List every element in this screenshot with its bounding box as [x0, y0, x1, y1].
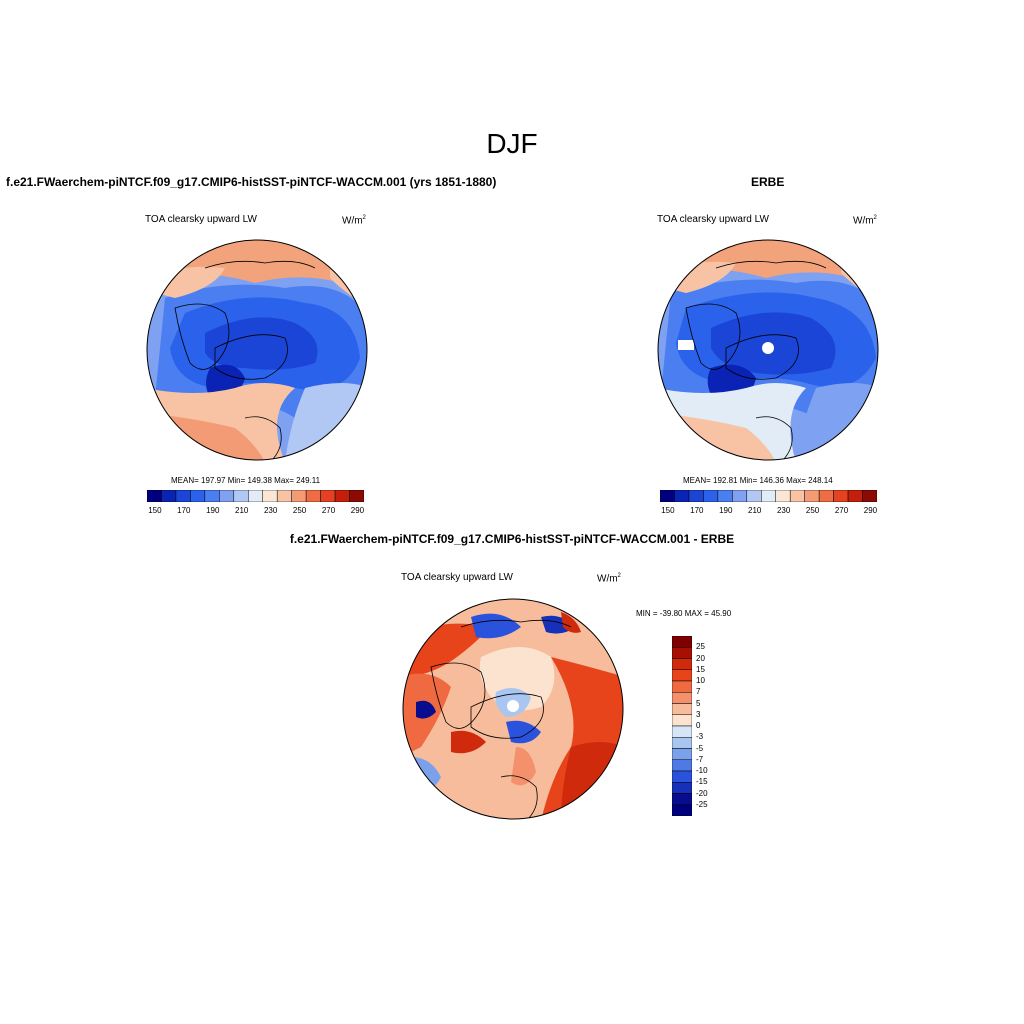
model-tick-label: 150: [148, 506, 162, 515]
obs-tick-label: 230: [776, 506, 791, 515]
colorbar-swatch: [672, 692, 692, 704]
colorbar-swatch: [672, 748, 692, 760]
diff-tick-label: -5: [696, 743, 704, 753]
obs-tick-label: 290: [863, 506, 878, 515]
diff-tick-label: -15: [696, 777, 708, 787]
colorbar-swatch: [672, 737, 692, 749]
model-variable-label: TOA clearsky upward LW: [145, 214, 257, 225]
colorbar-swatch: [219, 490, 235, 502]
colorbar-swatch: [746, 490, 762, 502]
colorbar-swatch: [672, 680, 692, 693]
model-tick-label: 290: [350, 506, 365, 515]
colorbar-swatch: [761, 490, 776, 502]
diff-colorbar: [672, 636, 692, 816]
diff-variable-label: TOA clearsky upward LW: [401, 572, 513, 583]
diff-panel-title: f.e21.FWaerchem-piNTCF.f09_g17.CMIP6-his…: [289, 532, 735, 546]
colorbar-swatch: [305, 490, 321, 502]
diff-tick-label: -10: [696, 766, 708, 775]
model-units-label: W/m2: [342, 215, 366, 227]
colorbar-swatch: [672, 793, 692, 805]
obs-variable-label: TOA clearsky upward LW: [657, 214, 769, 225]
diff-tick-label: 20: [696, 653, 705, 663]
colorbar-swatch: [818, 490, 834, 502]
colorbar-swatch: [703, 490, 719, 502]
model-tick-label: 210: [235, 506, 249, 515]
colorbar-swatch: [847, 490, 863, 502]
diff-tick-label: -20: [696, 788, 708, 798]
diff-tick-label: 3: [696, 709, 701, 719]
colorbar-swatch: [688, 490, 704, 502]
obs-polar-map: [656, 238, 880, 462]
season-title: DJF: [486, 128, 538, 159]
diff-tick-label: 5: [696, 698, 701, 708]
colorbar-swatch: [320, 490, 336, 502]
colorbar-swatch: [161, 490, 177, 502]
colorbar-swatch: [775, 490, 791, 502]
obs-tick-label: 270: [834, 506, 849, 515]
diff-tick-label: 15: [696, 664, 705, 674]
colorbar-swatch: [672, 782, 692, 794]
obs-tick-label: 210: [748, 506, 762, 515]
colorbar-swatch: [147, 490, 162, 502]
colorbar-swatch: [672, 759, 692, 772]
obs-units-label: W/m2: [853, 215, 877, 227]
model-colorbar: [147, 490, 364, 502]
obs-colorbar: [660, 490, 877, 502]
diff-stats: MIN = -39.80 MAX = 45.90: [636, 609, 732, 618]
diff-tick-label: 7: [696, 687, 701, 697]
model-panel-title: f.e21.FWaerchem-piNTCF.f09_g17.CMIP6-his…: [6, 175, 497, 189]
colorbar-swatch: [262, 490, 278, 502]
model-tick-label: 230: [263, 506, 278, 515]
colorbar-swatch: [672, 725, 692, 738]
colorbar-swatch: [672, 770, 692, 783]
colorbar-swatch: [672, 647, 692, 659]
colorbar-swatch: [175, 490, 191, 502]
colorbar-swatch: [233, 490, 249, 502]
diff-tick-label: 10: [696, 676, 705, 685]
model-tick-label: 270: [321, 506, 336, 515]
diff-tick-label: 25: [696, 642, 705, 652]
model-polar-map: [145, 238, 369, 462]
colorbar-swatch: [672, 714, 692, 727]
obs-colorbar-ticks: 150 170 190 210 230 250 270 290: [660, 506, 877, 518]
diff-tick-label: 0: [696, 721, 701, 730]
colorbar-swatch: [672, 669, 692, 682]
colorbar-swatch: [190, 490, 206, 502]
model-tick-label: 250: [292, 506, 307, 515]
model-stats: MEAN= 197.97 Min= 149.38 Max= 249.11: [171, 476, 321, 485]
colorbar-swatch: [349, 490, 364, 502]
colorbar-swatch: [672, 636, 692, 648]
diff-tick-label: -25: [696, 799, 708, 809]
colorbar-swatch: [862, 490, 877, 502]
colorbar-swatch: [833, 490, 849, 502]
colorbar-swatch: [291, 490, 307, 502]
model-colorbar-ticks: 150 170 190 210 230 250 270 290: [147, 506, 364, 518]
obs-tick-label: 150: [661, 506, 675, 515]
obs-tick-label: 250: [805, 506, 820, 515]
colorbar-swatch: [674, 490, 690, 502]
colorbar-swatch: [248, 490, 263, 502]
diff-tick-label: -3: [696, 732, 704, 742]
diff-tick-label: -7: [696, 754, 704, 764]
colorbar-swatch: [717, 490, 733, 502]
diff-units-label: W/m2: [597, 573, 621, 585]
model-tick-label: 170: [177, 506, 191, 515]
colorbar-swatch: [732, 490, 748, 502]
model-tick-label: 190: [206, 506, 220, 515]
colorbar-swatch: [789, 490, 805, 502]
colorbar-swatch: [334, 490, 350, 502]
obs-tick-label: 190: [719, 506, 733, 515]
colorbar-swatch: [672, 804, 692, 816]
colorbar-swatch: [804, 490, 820, 502]
colorbar-swatch: [672, 703, 692, 715]
colorbar-swatch: [672, 658, 692, 670]
colorbar-swatch: [276, 490, 292, 502]
diff-polar-map: [401, 597, 625, 821]
obs-panel-title: ERBE: [751, 175, 785, 189]
diff-colorbar-ticks: 25 20 15 10 7 5 3 0 -3 -5 -7 -10 -15 -20 -25: [696, 636, 736, 816]
obs-stats: MEAN= 192.81 Min= 146.36 Max= 248.14: [683, 476, 833, 485]
colorbar-swatch: [660, 490, 675, 502]
obs-tick-label: 170: [690, 506, 704, 515]
colorbar-swatch: [204, 490, 220, 502]
